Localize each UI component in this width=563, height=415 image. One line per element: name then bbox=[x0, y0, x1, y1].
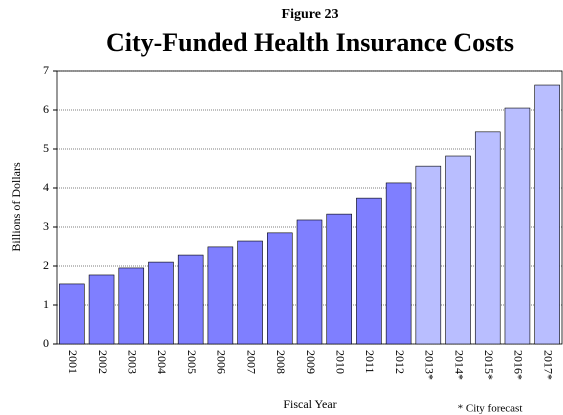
bar bbox=[385, 182, 412, 345]
x-tick-label: 2002 bbox=[96, 350, 110, 374]
bar bbox=[177, 254, 204, 345]
bar bbox=[326, 213, 352, 345]
x-axis-label: Fiscal Year bbox=[283, 397, 336, 411]
bar bbox=[415, 165, 442, 345]
bar bbox=[88, 274, 115, 345]
note: * City forecast bbox=[458, 403, 523, 415]
x-tick-label: 2017* bbox=[541, 350, 555, 380]
y-tick-label: 3 bbox=[43, 219, 49, 233]
x-tick-label: 2014* bbox=[452, 350, 466, 380]
x-tick-label: 2009 bbox=[304, 350, 318, 374]
y-tick-label: 2 bbox=[43, 258, 49, 272]
bar bbox=[474, 131, 501, 345]
bar bbox=[296, 219, 323, 345]
bar bbox=[148, 261, 174, 345]
bar bbox=[207, 246, 234, 345]
bar bbox=[504, 107, 531, 345]
bar bbox=[356, 197, 382, 345]
y-tick-label: 0 bbox=[43, 336, 49, 350]
x-tick-label: 2012 bbox=[393, 350, 407, 374]
bar bbox=[118, 267, 145, 345]
bar bbox=[445, 155, 471, 345]
chart-title: City-Funded Health Insurance Costs bbox=[106, 28, 514, 57]
x-tick-label: 2008 bbox=[274, 350, 288, 374]
y-tick-label: 4 bbox=[43, 180, 49, 194]
x-tick-label: 2004 bbox=[155, 350, 169, 374]
y-tick-label: 5 bbox=[43, 141, 49, 155]
y-tick-label: 6 bbox=[43, 102, 49, 116]
x-tick-label: 2007 bbox=[244, 350, 258, 374]
x-tick-label: 2010 bbox=[333, 350, 347, 374]
bar bbox=[237, 240, 263, 345]
y-tick-label: 7 bbox=[43, 63, 49, 77]
y-axis-label: Billions of Dollars bbox=[9, 162, 23, 252]
bar bbox=[59, 283, 85, 345]
bar bbox=[267, 232, 293, 345]
x-tick-label: 2005 bbox=[185, 350, 199, 374]
x-tick-label: 2001 bbox=[66, 350, 80, 374]
chart-supertitle: Figure 23 bbox=[282, 7, 339, 22]
x-tick-label: 2015* bbox=[482, 350, 496, 380]
x-tick-label: 2013* bbox=[423, 350, 437, 380]
bar bbox=[534, 84, 560, 345]
x-tick-label: 2003 bbox=[126, 350, 140, 374]
y-tick-label: 1 bbox=[43, 297, 49, 311]
x-tick-label: 2006 bbox=[215, 350, 229, 374]
x-tick-label: 2016* bbox=[512, 350, 526, 380]
x-tick-label: 2011 bbox=[363, 350, 377, 374]
